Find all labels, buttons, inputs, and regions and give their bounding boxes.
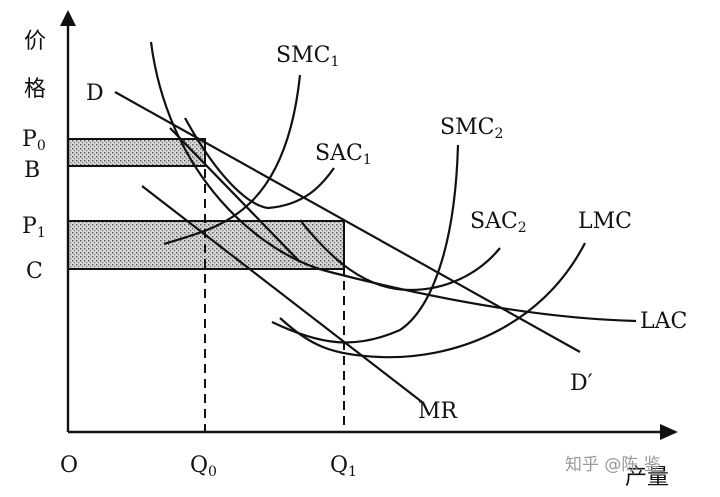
- marginal-revenue-curve-mr: [141, 185, 423, 403]
- marginal-revenue-curve-short: [169, 127, 301, 263]
- quantity-axis-arrowhead: [660, 424, 678, 440]
- lmc-curve: [279, 242, 586, 359]
- sac1-curve: [184, 117, 335, 210]
- origin-label: O: [60, 453, 78, 478]
- c-label: C: [26, 259, 43, 284]
- smc1-curve: [163, 74, 302, 246]
- p0-label: P0: [22, 127, 46, 154]
- watermark: 知乎 @陈 鉴: [565, 455, 661, 475]
- b-label: B: [24, 158, 40, 183]
- lac-label: LAC: [640, 309, 687, 334]
- smc1-label: SMC1: [276, 43, 339, 70]
- d-prime-label: D′: [570, 371, 593, 396]
- y-axis-label-char-2: 格: [24, 77, 46, 102]
- y-axis-label-char-1: 价: [24, 29, 46, 54]
- smc2-curve: [271, 144, 460, 344]
- sac1-label: SAC1: [315, 141, 372, 168]
- p1-label: P1: [22, 214, 46, 241]
- q0-label: Q0: [190, 453, 217, 480]
- smc2-label: SMC2: [440, 115, 503, 142]
- q1-label: Q1: [330, 453, 357, 480]
- price-axis-arrowhead: [60, 10, 76, 26]
- lmc-label: LMC: [578, 209, 632, 234]
- sac2-label: SAC2: [470, 209, 527, 236]
- d-label: D: [86, 81, 104, 106]
- lac-curve: [149, 41, 637, 323]
- mr-label: MR: [418, 399, 459, 424]
- x-axis-label: 产量: [625, 465, 669, 490]
